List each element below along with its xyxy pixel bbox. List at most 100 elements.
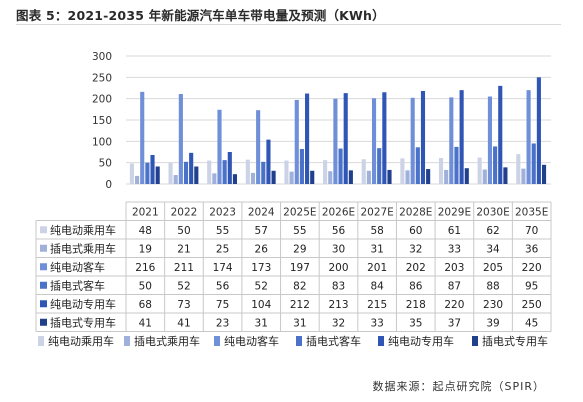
- data-label: 33: [370, 318, 383, 330]
- legend-swatch: [378, 336, 384, 346]
- data-label: 68: [139, 299, 152, 311]
- legend-key: [40, 244, 47, 252]
- legend-key: [40, 226, 47, 234]
- data-label: 216: [135, 262, 155, 274]
- data-label: 25: [216, 244, 229, 256]
- data-label: 32: [409, 244, 422, 256]
- data-label: 87: [448, 281, 461, 293]
- legend-label: 插电式客车: [306, 334, 361, 348]
- bar: [521, 168, 526, 184]
- bar: [531, 143, 536, 184]
- bar: [227, 152, 232, 184]
- data-label: 52: [255, 281, 268, 293]
- data-label: 211: [174, 262, 194, 274]
- data-label: 39: [486, 318, 499, 330]
- x-tick-label: 2030E: [476, 207, 509, 219]
- bar: [129, 163, 134, 184]
- data-label: 201: [367, 262, 387, 274]
- data-label: 35: [409, 318, 422, 330]
- legend-label: 插电式乘用车: [134, 334, 200, 348]
- bar: [232, 174, 238, 184]
- bar: [145, 162, 150, 184]
- data-label: 202: [406, 262, 426, 274]
- data-label: 56: [216, 281, 230, 293]
- bar: [284, 160, 289, 184]
- y-tick-label: 0: [105, 179, 112, 191]
- legend-key: [40, 263, 47, 271]
- bar: [444, 169, 449, 184]
- x-tick-label: 2027E: [360, 207, 393, 219]
- bar: [493, 146, 498, 184]
- bar: [449, 97, 454, 184]
- bar: [333, 98, 338, 184]
- data-label: 230: [483, 299, 503, 311]
- bar: [516, 154, 521, 184]
- bar: [415, 147, 420, 184]
- data-label: 31: [370, 244, 383, 256]
- bar: [377, 148, 382, 184]
- bar: [482, 169, 487, 184]
- legend-label: 插电式专用车: [482, 334, 548, 348]
- data-label: 88: [486, 281, 499, 293]
- data-label: 75: [216, 299, 229, 311]
- legend-swatch: [38, 336, 44, 346]
- data-label: 55: [216, 225, 229, 237]
- data-label: 33: [448, 244, 461, 256]
- legend-key: [40, 318, 47, 326]
- data-label: 220: [522, 262, 542, 274]
- data-label: 205: [483, 262, 503, 274]
- bar: [454, 146, 459, 184]
- bar: [371, 98, 377, 184]
- x-tick-label: 2023: [209, 207, 236, 219]
- bar: [217, 109, 222, 184]
- x-tick-label: 2035E: [515, 207, 548, 219]
- bar: [256, 110, 261, 184]
- y-tick-label: 200: [92, 94, 112, 106]
- series-row-label: 纯电动乘用车: [50, 223, 116, 237]
- data-label: 48: [139, 225, 152, 237]
- data-label: 197: [290, 262, 310, 274]
- y-tick-label: 300: [92, 51, 112, 63]
- data-label: 84: [370, 281, 384, 293]
- data-label: 31: [293, 318, 306, 330]
- bar: [487, 96, 493, 184]
- series-row-label: 纯电动专用车: [50, 297, 116, 311]
- bar: [526, 90, 531, 184]
- bar: [426, 169, 431, 184]
- series-row-label: 插电式客车: [50, 279, 105, 293]
- bar: [420, 90, 426, 184]
- bar: [178, 93, 183, 184]
- y-tick-label: 50: [99, 158, 112, 170]
- data-label: 30: [332, 244, 345, 256]
- data-label: 57: [255, 225, 268, 237]
- bar: [361, 159, 366, 184]
- bar: [338, 148, 343, 184]
- x-tick-label: 2022: [171, 207, 198, 219]
- bar: [477, 157, 482, 184]
- data-label: 95: [525, 281, 538, 293]
- legend-label: 纯电动专用车: [388, 334, 454, 348]
- data-label: 45: [525, 318, 538, 330]
- chart-title: 图表 5：2021-2035 年新能源汽车单车带电量及预测（KWh）: [16, 8, 385, 23]
- data-label: 50: [139, 281, 152, 293]
- bar: [194, 166, 199, 184]
- x-tick-label: 2024: [248, 207, 275, 219]
- bar: [464, 168, 469, 184]
- title-divider: [16, 24, 561, 25]
- data-label: 37: [448, 318, 461, 330]
- data-label: 41: [177, 318, 190, 330]
- data-label: 61: [448, 225, 461, 237]
- data-label: 31: [255, 318, 268, 330]
- bar: [150, 154, 155, 184]
- bar: [135, 175, 140, 184]
- data-label: 29: [293, 244, 306, 256]
- legend-label: 纯电动客车: [224, 334, 279, 348]
- data-label: 58: [370, 225, 383, 237]
- data-label: 213: [328, 299, 348, 311]
- data-label: 173: [251, 262, 271, 274]
- data-label: 41: [139, 318, 152, 330]
- data-label: 200: [328, 262, 348, 274]
- series-row-label: 插电式专用车: [50, 316, 116, 330]
- bar: [222, 160, 227, 184]
- bar: [503, 167, 508, 184]
